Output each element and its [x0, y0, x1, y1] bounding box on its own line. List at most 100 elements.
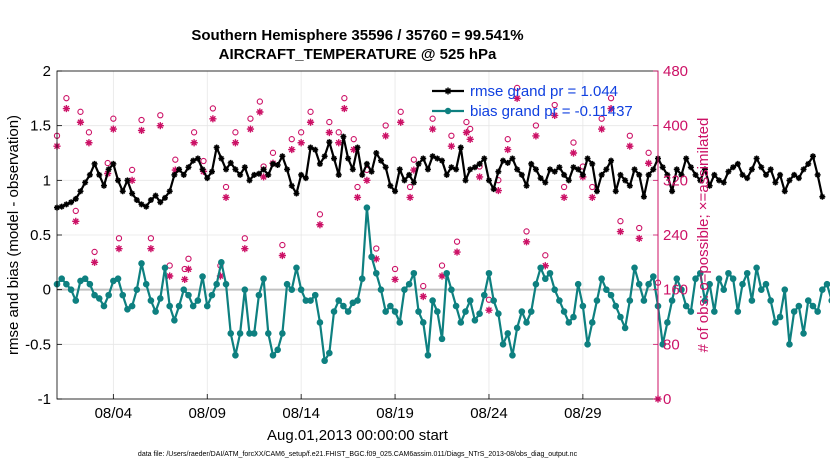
rmse-point: [598, 171, 605, 178]
bias-point: [743, 269, 751, 277]
legend-rmse-marker: [444, 87, 452, 95]
rmse-point: [622, 177, 629, 184]
rmse-point: [377, 157, 384, 164]
x-tick-label: 08/04: [95, 405, 133, 422]
rmse-point: [476, 160, 483, 167]
rmse-point: [157, 199, 164, 206]
bias-point: [612, 302, 620, 310]
bias-point: [757, 286, 765, 293]
rmse-point: [415, 160, 422, 167]
rmse-point: [528, 160, 535, 167]
bias-point: [448, 286, 455, 293]
bias-point: [443, 269, 451, 277]
rmse-point: [100, 182, 107, 189]
rmse-point: [349, 166, 356, 173]
obs-possible-marker: [397, 108, 404, 115]
bias-point: [626, 297, 634, 304]
bias-point: [391, 308, 399, 315]
bias-point: [739, 280, 746, 288]
x-tick-label: 08/24: [470, 405, 508, 422]
bias-point: [668, 297, 676, 304]
rmse-point: [86, 171, 93, 178]
rmse-point: [227, 159, 234, 166]
obs-assimilated-marker: [335, 139, 343, 147]
obs-possible-marker: [463, 118, 470, 126]
obs-possible-marker: [147, 235, 155, 242]
bias-point: [715, 275, 723, 283]
legend-bias-marker: [444, 107, 452, 115]
rmse-point: [199, 166, 206, 173]
bias-point: [513, 324, 521, 332]
bias-point: [293, 264, 300, 272]
rmse-point: [284, 166, 291, 173]
rmse-point: [406, 171, 413, 178]
obs-assimilated-marker: [325, 128, 333, 137]
rmse-point: [734, 160, 741, 167]
obs-possible-marker: [279, 241, 286, 249]
rmse-point: [204, 175, 211, 182]
obs-possible-marker: [570, 139, 577, 146]
rmse-point: [542, 179, 549, 186]
obs-possible-marker: [115, 235, 123, 242]
obs-possible-marker: [63, 95, 70, 102]
bias-point: [574, 280, 582, 288]
obs-possible-marker: [467, 125, 474, 133]
rmse-point: [171, 171, 178, 178]
bias-point: [429, 297, 436, 304]
obs-assimilated-marker: [90, 258, 99, 266]
bias-point: [260, 275, 267, 283]
rmse-point: [518, 171, 525, 178]
bias-point: [480, 291, 488, 299]
obs-possible-marker: [172, 156, 179, 163]
bias-point: [161, 264, 169, 272]
y-tick-label: 1: [43, 172, 51, 189]
obs-assimilated-marker: [626, 142, 634, 150]
rmse-point: [354, 144, 361, 151]
obs-possible-marker: [551, 101, 558, 109]
bias-point: [809, 302, 817, 310]
obs-possible-marker: [645, 149, 652, 156]
chart-subtitle: AIRCRAFT_TEMPERATURE @ 525 hPa: [218, 46, 497, 63]
obs-possible-marker: [532, 122, 540, 129]
obs-assimilated-marker: [588, 193, 596, 202]
obs-assimilated-marker: [532, 132, 540, 140]
x-tick-label: 08/29: [564, 405, 602, 422]
obs-assimilated-marker: [406, 193, 414, 202]
rmse-point: [241, 164, 248, 171]
bias-point: [457, 319, 465, 326]
bias-point: [823, 280, 830, 288]
obs-assimilated-marker: [419, 292, 427, 301]
obs-possible-marker: [560, 183, 568, 191]
obs-possible-marker: [232, 129, 239, 136]
rmse-point: [490, 186, 497, 193]
rmse-point: [692, 171, 699, 178]
rmse-point: [382, 164, 389, 171]
bias-point: [185, 291, 192, 299]
rmse-point: [260, 166, 267, 173]
rmse-point: [800, 166, 807, 173]
bias-point: [91, 291, 98, 299]
obs-assimilated-marker: [598, 125, 606, 133]
rmse-point: [255, 170, 262, 177]
bias-point: [67, 286, 75, 293]
obs-assimilated-marker: [297, 139, 305, 147]
bias-point: [363, 204, 371, 211]
obs-assimilated-marker: [438, 272, 446, 280]
y-right-tick-label: 0: [663, 391, 671, 408]
obs-assimilated-marker: [560, 193, 568, 202]
bias-point: [189, 302, 197, 310]
obs-assimilated-marker: [466, 135, 474, 143]
bias-point: [588, 319, 596, 326]
rmse-point: [180, 171, 187, 178]
rmse-point: [579, 171, 586, 178]
y-axis-label: rmse and bias (model - observation): [5, 115, 22, 355]
y-tick-label: 1.5: [30, 118, 51, 135]
obs-possible-marker: [341, 95, 348, 102]
obs-assimilated-marker: [485, 306, 493, 314]
rmse-point: [82, 179, 89, 186]
obs-possible-marker: [448, 132, 455, 139]
obs-possible-marker: [617, 218, 624, 225]
obs-possible-marker: [598, 115, 605, 122]
obs-possible-marker: [626, 132, 633, 139]
obs-assimilated-marker: [372, 255, 380, 263]
